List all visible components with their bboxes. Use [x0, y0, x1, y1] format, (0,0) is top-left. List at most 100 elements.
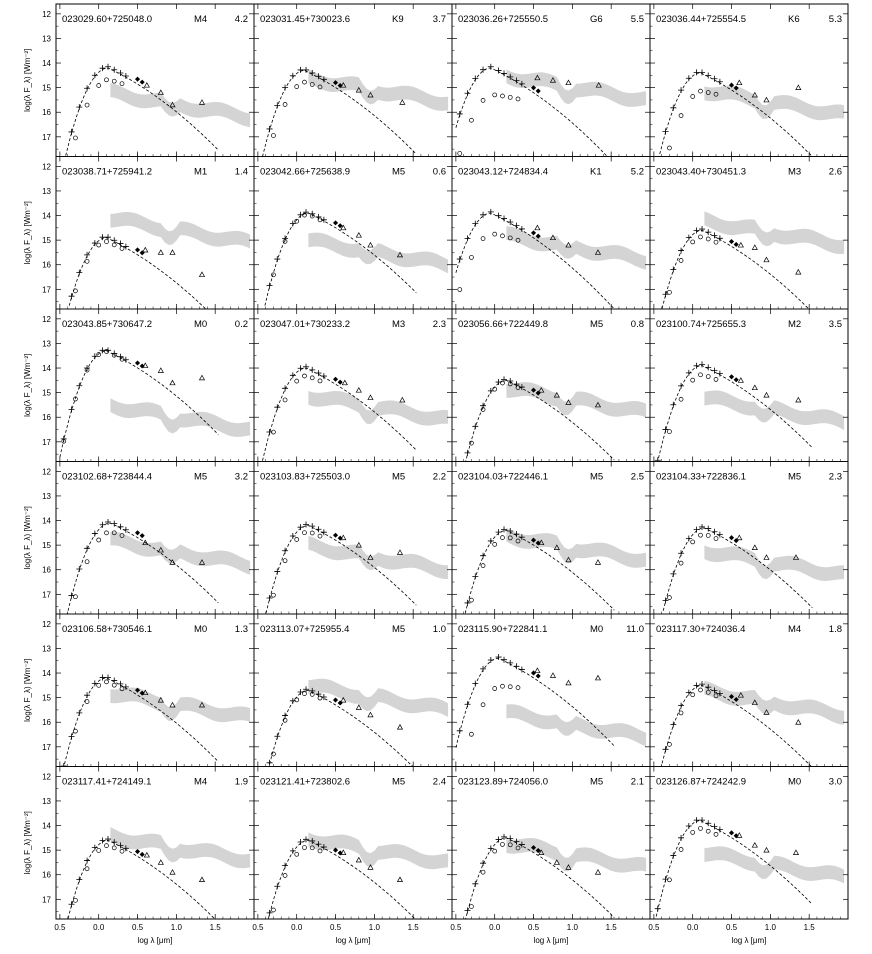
sed-panel: 023031.45+730023.6 K9 3.7 — [253, 3, 453, 157]
plus-marker — [99, 521, 106, 528]
plus-marker — [289, 220, 296, 227]
circle-marker — [713, 377, 719, 382]
panel-source-id: 023029.60+725048.0 — [62, 14, 152, 25]
plus-marker — [699, 226, 706, 233]
plus-marker — [266, 595, 273, 602]
diamond-marker — [733, 696, 739, 703]
sed-panel: 023042.66+725638.9 M5 0.6 — [253, 156, 453, 310]
y-tick-label: 17 — [42, 743, 51, 752]
circle-marker — [469, 597, 474, 603]
photosphere-curve — [65, 67, 219, 157]
circle-marker — [271, 751, 276, 757]
circle-marker — [104, 239, 109, 244]
plus-marker — [91, 240, 98, 247]
plus-marker — [711, 528, 718, 535]
x-tick-label: 0.5 — [54, 923, 66, 932]
triangle-marker — [396, 251, 404, 258]
circle-marker — [705, 236, 711, 242]
circle-marker — [73, 288, 78, 294]
diamond-marker — [530, 387, 537, 393]
circle-marker — [294, 537, 300, 542]
plus-marker — [111, 66, 118, 73]
panel-source-id: 023121.41+723802.6 — [260, 777, 350, 788]
circle-marker — [73, 897, 78, 903]
circle-marker — [294, 84, 300, 89]
circle-marker — [690, 377, 696, 383]
panel-plot-area — [654, 817, 845, 917]
plus-marker — [678, 834, 685, 841]
plus-marker — [685, 823, 692, 830]
y-tick-label: 16 — [42, 108, 51, 117]
y-axis-label: log(λ F_λ) [Wm⁻²] — [23, 811, 32, 874]
y-tick-label: 17 — [42, 133, 51, 142]
circle-marker — [457, 151, 463, 156]
circle-marker — [271, 907, 276, 913]
circle-marker — [698, 826, 703, 831]
circle-marker — [698, 372, 703, 378]
sed-panel: 023113.07+725955.4 M5 1.0 — [253, 613, 453, 767]
panel-plot-area — [264, 209, 449, 306]
y-tick-label: 12 — [42, 772, 51, 781]
panel-source-id: 023043.12+724834.4 — [458, 167, 548, 178]
photosphere-curve — [661, 229, 810, 309]
plus-marker — [76, 709, 83, 716]
panel-spectral-type: M5 — [590, 472, 603, 483]
panel-extinction: 2.1 — [631, 777, 644, 788]
plus-marker — [289, 72, 296, 79]
circle-marker — [119, 686, 125, 692]
panel-extinction: 2.6 — [829, 167, 842, 178]
triangle-marker — [795, 396, 802, 403]
circle-marker — [492, 231, 498, 237]
plus-marker — [68, 128, 75, 135]
photosphere-curve — [67, 839, 216, 919]
sed-panel: 023115.90+722841.1 M0 11.0 — [451, 613, 651, 767]
triangle-marker — [736, 534, 743, 541]
triangle-marker — [169, 379, 176, 386]
circle-marker — [119, 848, 125, 854]
panel-extinction: 5.5 — [631, 14, 644, 25]
panel-frame — [253, 156, 453, 310]
plus-marker — [507, 659, 514, 666]
circle-marker — [480, 236, 486, 241]
circle-marker — [713, 536, 719, 541]
y-tick-label: 17 — [42, 590, 51, 599]
panel-plot-area — [455, 208, 647, 309]
triangle-marker — [565, 679, 572, 686]
circle-marker — [705, 828, 711, 834]
panel-plot-area — [266, 832, 449, 919]
x-axis-label: log λ [μm] — [534, 936, 569, 945]
circle-marker — [492, 92, 498, 98]
plus-marker — [122, 72, 129, 79]
panel-extinction: 4.2 — [235, 14, 248, 25]
plus-marker — [501, 70, 508, 77]
circle-marker — [96, 352, 102, 357]
plus-marker — [685, 369, 692, 376]
sed-panel: 023056.66+722449.8 M5 0.8 — [451, 308, 651, 462]
plus-marker — [84, 692, 91, 699]
plus-marker — [699, 523, 706, 530]
panel-plot-area — [455, 63, 647, 157]
panel-extinction: 3.5 — [829, 319, 842, 330]
y-tick-label: 15 — [42, 236, 51, 245]
triangle-marker — [795, 84, 802, 90]
diamond-marker — [134, 530, 141, 536]
panel-plot-area — [661, 211, 845, 309]
plus-marker — [105, 234, 112, 241]
median-sed-band — [704, 211, 845, 254]
circle-marker — [713, 91, 719, 97]
circle-marker — [500, 535, 505, 540]
plus-marker — [303, 686, 310, 693]
plus-marker — [716, 690, 723, 697]
triangle-marker — [198, 876, 206, 882]
circle-marker — [317, 533, 323, 539]
plus-marker — [501, 215, 508, 222]
plus-marker — [282, 385, 289, 392]
circle-marker — [119, 533, 125, 538]
sed-panel: 023047.01+730233.2 M3 2.3 — [253, 308, 453, 462]
triangle-marker — [792, 554, 800, 560]
triangle-marker — [340, 849, 347, 855]
y-tick-label: 15 — [42, 846, 51, 855]
y-tick-label: 15 — [42, 541, 51, 550]
circle-marker — [111, 682, 117, 688]
circle-marker — [111, 78, 117, 84]
